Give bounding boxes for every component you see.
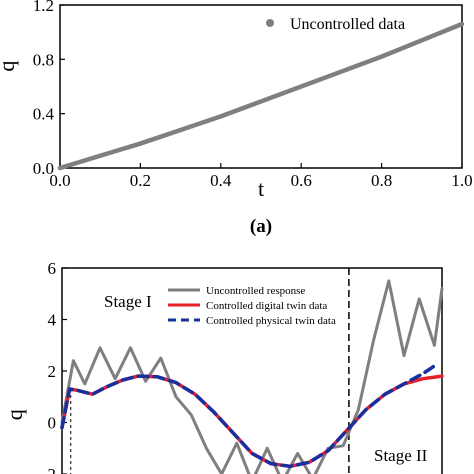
x-axis-label-a: t [258, 176, 264, 201]
x-tick-label-a: 0.6 [291, 171, 312, 190]
series-line-a [57, 21, 465, 171]
y-tick-label-b: 0 [48, 414, 57, 433]
y-tick-label-a: 0.8 [33, 50, 54, 69]
series-line-b [60, 279, 444, 474]
y-axis-label-b: q [2, 409, 27, 420]
y-tick-label-a: 1.2 [33, 0, 54, 15]
stage-label: Stage II [374, 446, 428, 465]
x-tick-label-a: 1.0 [451, 171, 472, 190]
series-line-b [60, 364, 437, 469]
legend-label-a: Uncontrolled data [290, 16, 405, 33]
legend-label-b: Controlled physical twin data [206, 315, 336, 327]
x-tick-label-a: 0.4 [210, 171, 232, 190]
plot-frame-b [61, 267, 443, 474]
y-axis-label-a: q [0, 61, 19, 72]
caption-a: (a) [250, 216, 272, 237]
x-tick-label-a: 0.2 [130, 171, 151, 190]
x-tick-label-a: 0.0 [49, 171, 70, 190]
y-tick-label-b: 2 [48, 362, 57, 381]
y-tick-label-b: -2 [42, 465, 56, 474]
legend-label-b: Uncontrolled response [206, 285, 305, 297]
plot-frame-a [59, 4, 463, 169]
y-tick-label-b: 6 [48, 259, 57, 278]
legend-label-b: Controlled digital twin data [206, 300, 327, 312]
x-tick-label-a: 0.8 [371, 171, 392, 190]
y-tick-label-a: 0.0 [33, 159, 54, 178]
chart-a: 0.0 0.2 0.4 0.6 0.8 1.0 0.0 0.4 0.8 1.2 t q Uncontro… [0, 0, 473, 237]
y-tick-label-b: 4 [48, 311, 57, 330]
y-tick-label-a: 0.4 [33, 105, 55, 124]
stage-label: Stage I [104, 292, 152, 311]
chart-b: 6 4 2 0 -2 q Stage I Stage II Uncontrolled respo… [2, 259, 444, 474]
legend-marker-a [266, 19, 274, 27]
